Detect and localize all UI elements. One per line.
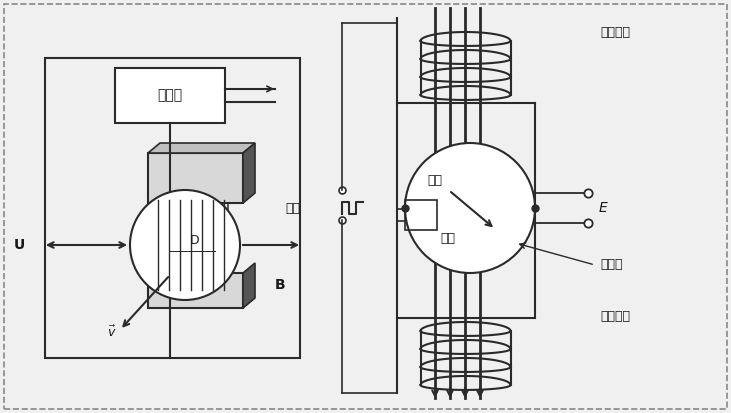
Polygon shape bbox=[243, 263, 255, 308]
Text: E: E bbox=[599, 201, 607, 215]
Text: 转换器: 转换器 bbox=[157, 88, 183, 102]
Text: B: B bbox=[275, 278, 286, 292]
Text: 励磁线圈: 励磁线圈 bbox=[600, 311, 630, 323]
Bar bbox=[45, 58, 300, 358]
Text: 励磁线圈: 励磁线圈 bbox=[600, 26, 630, 38]
Circle shape bbox=[405, 143, 535, 273]
Text: $\vec{v}$: $\vec{v}$ bbox=[107, 325, 117, 340]
Polygon shape bbox=[148, 143, 255, 153]
Text: U: U bbox=[14, 238, 25, 252]
Polygon shape bbox=[243, 143, 255, 203]
Circle shape bbox=[130, 190, 240, 300]
Text: 测量管: 测量管 bbox=[600, 259, 623, 271]
Bar bbox=[405, 200, 437, 230]
Bar bbox=[115, 68, 225, 123]
Bar bbox=[148, 153, 243, 203]
Text: 电极: 电极 bbox=[428, 173, 442, 187]
Bar bbox=[148, 273, 243, 308]
Text: 方波: 方波 bbox=[285, 202, 300, 214]
Text: 流速: 流速 bbox=[440, 232, 455, 244]
Text: D: D bbox=[190, 233, 200, 247]
